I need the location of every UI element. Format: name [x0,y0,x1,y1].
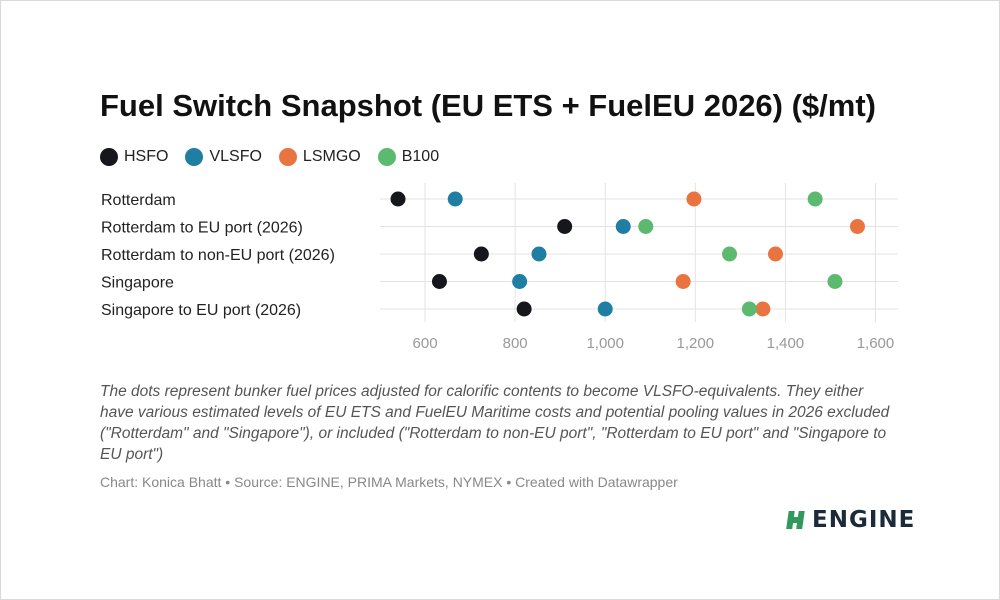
x-tick-label: 1,600 [857,335,895,352]
x-tick-label: 1,400 [767,335,805,352]
legend-item-vlsfo: VLSFO [185,148,262,166]
category-label: Rotterdam to non-EU port (2026) [101,247,335,264]
legend-swatch [377,148,396,166]
dot-plot: 600 800 1,000 1,200 1,400 1,600 Rotterdam Rotte… [101,183,898,352]
dot-vlsfo [531,246,547,262]
x-tick-label: 600 [413,335,438,352]
category-label: Singapore to EU port (2026) [101,302,301,319]
dot-vlsfo [597,301,613,317]
legend-label: B100 [401,148,440,165]
engine-wordmark: ENGINE [812,507,916,533]
dot-lsmgo [675,274,691,289]
chart-legend: HSFO VLSFO LSMGO B100 [100,146,439,168]
dot-vlsfo [447,191,463,207]
legend-label: LSMGO [302,148,361,165]
x-tick-label: 1,200 [677,335,715,352]
dot-lsmgo [686,191,702,207]
dot-b100 [807,191,823,207]
dot-hsfo [557,219,573,234]
dot-lsmgo [755,301,771,317]
dot-hsfo [390,191,406,207]
engine-logo-icon [786,511,805,529]
legend-swatch [185,148,204,166]
dot-b100 [827,274,843,289]
legend-item-b100: B100 [377,148,440,166]
category-label: Rotterdam to EU port (2026) [101,220,303,237]
legend-item-lsmgo: LSMGO [278,148,361,166]
chart-title: Fuel Switch Snapshot (EU ETS + FuelEU 20… [100,88,876,123]
x-tick-label: 1,000 [586,335,624,352]
dot-hsfo [473,246,489,262]
engine-brand: ENGINE [784,505,915,535]
dot-hsfo [516,301,532,317]
chart-credits: Chart: Konica Bhatt • Source: ENGINE, PR… [100,474,678,490]
legend-label: HSFO [124,148,169,165]
category-label: Rotterdam [101,192,176,209]
x-tick-label: 800 [503,335,528,352]
dot-b100 [722,246,738,262]
dot-lsmgo [849,219,865,234]
dot-b100 [638,219,654,234]
legend-label: VLSFO [209,148,262,165]
dot-vlsfo [615,219,631,234]
legend-item-hsfo: HSFO [100,148,168,166]
dot-b100 [741,301,757,317]
dot-lsmgo [767,246,783,262]
legend-swatch [100,148,118,166]
category-label: Singapore [101,275,174,292]
legend-swatch [278,148,297,166]
dot-vlsfo [512,274,528,289]
dot-hsfo [431,274,447,289]
chart-note: The dots represent bunker fuel prices ad… [100,383,890,463]
